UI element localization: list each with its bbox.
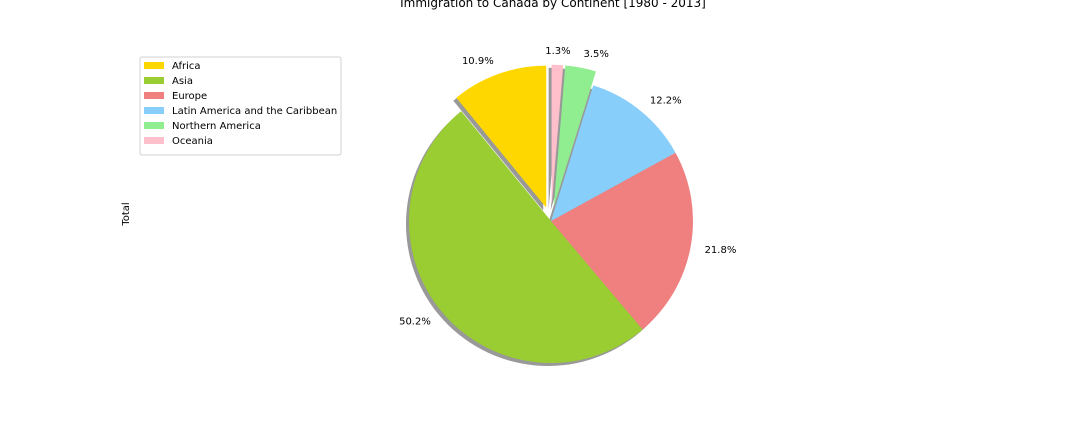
pct-label-asia: 50.2% [399, 316, 431, 327]
pct-label-latin-america-and-the-caribbean: 12.2% [650, 96, 682, 107]
pct-label-europe: 21.8% [705, 245, 737, 256]
legend-swatch-europe [144, 92, 164, 99]
chart-title: Immigration to Canada by Continent [1980… [400, 0, 706, 10]
legend-label-northern-america: Northern America [172, 121, 261, 132]
legend-frame [139, 56, 342, 156]
slice-latin-america-and-the-caribbean [551, 85, 676, 222]
slices [408, 64, 693, 364]
legend-label-asia: Asia [172, 76, 193, 87]
pct-label-africa: 10.9% [462, 56, 494, 67]
legend-swatch-africa [144, 62, 164, 69]
legend-swatch-latin-america-and-the-caribbean [144, 107, 164, 114]
slice-europe [551, 152, 693, 330]
legend-swatch-oceania [144, 137, 164, 144]
slice-northern-america [553, 65, 596, 208]
legend-swatch-asia [144, 77, 164, 84]
pct-label-northern-america: 3.5% [583, 49, 608, 60]
legend-label-europe: Europe [172, 91, 207, 102]
slice-oceania [551, 64, 564, 207]
legend-label-oceania: Oceania [172, 136, 213, 147]
legend-label-africa: Africa [172, 61, 201, 72]
slice-africa [456, 65, 547, 208]
pct-labels: 10.9% 50.2% 21.8% 12.2% 3.5% 1.3% [399, 46, 736, 327]
legend: Africa Asia Europe Latin America and the Ca… [139, 56, 342, 156]
y-axis-label: Total [121, 202, 132, 226]
legend-label-latin-america-and-the-caribbean: Latin America and the Caribbean [172, 106, 337, 117]
pct-label-oceania: 1.3% [545, 46, 570, 57]
legend-swatch-northern-america [144, 122, 164, 129]
slice-asia [408, 111, 643, 364]
